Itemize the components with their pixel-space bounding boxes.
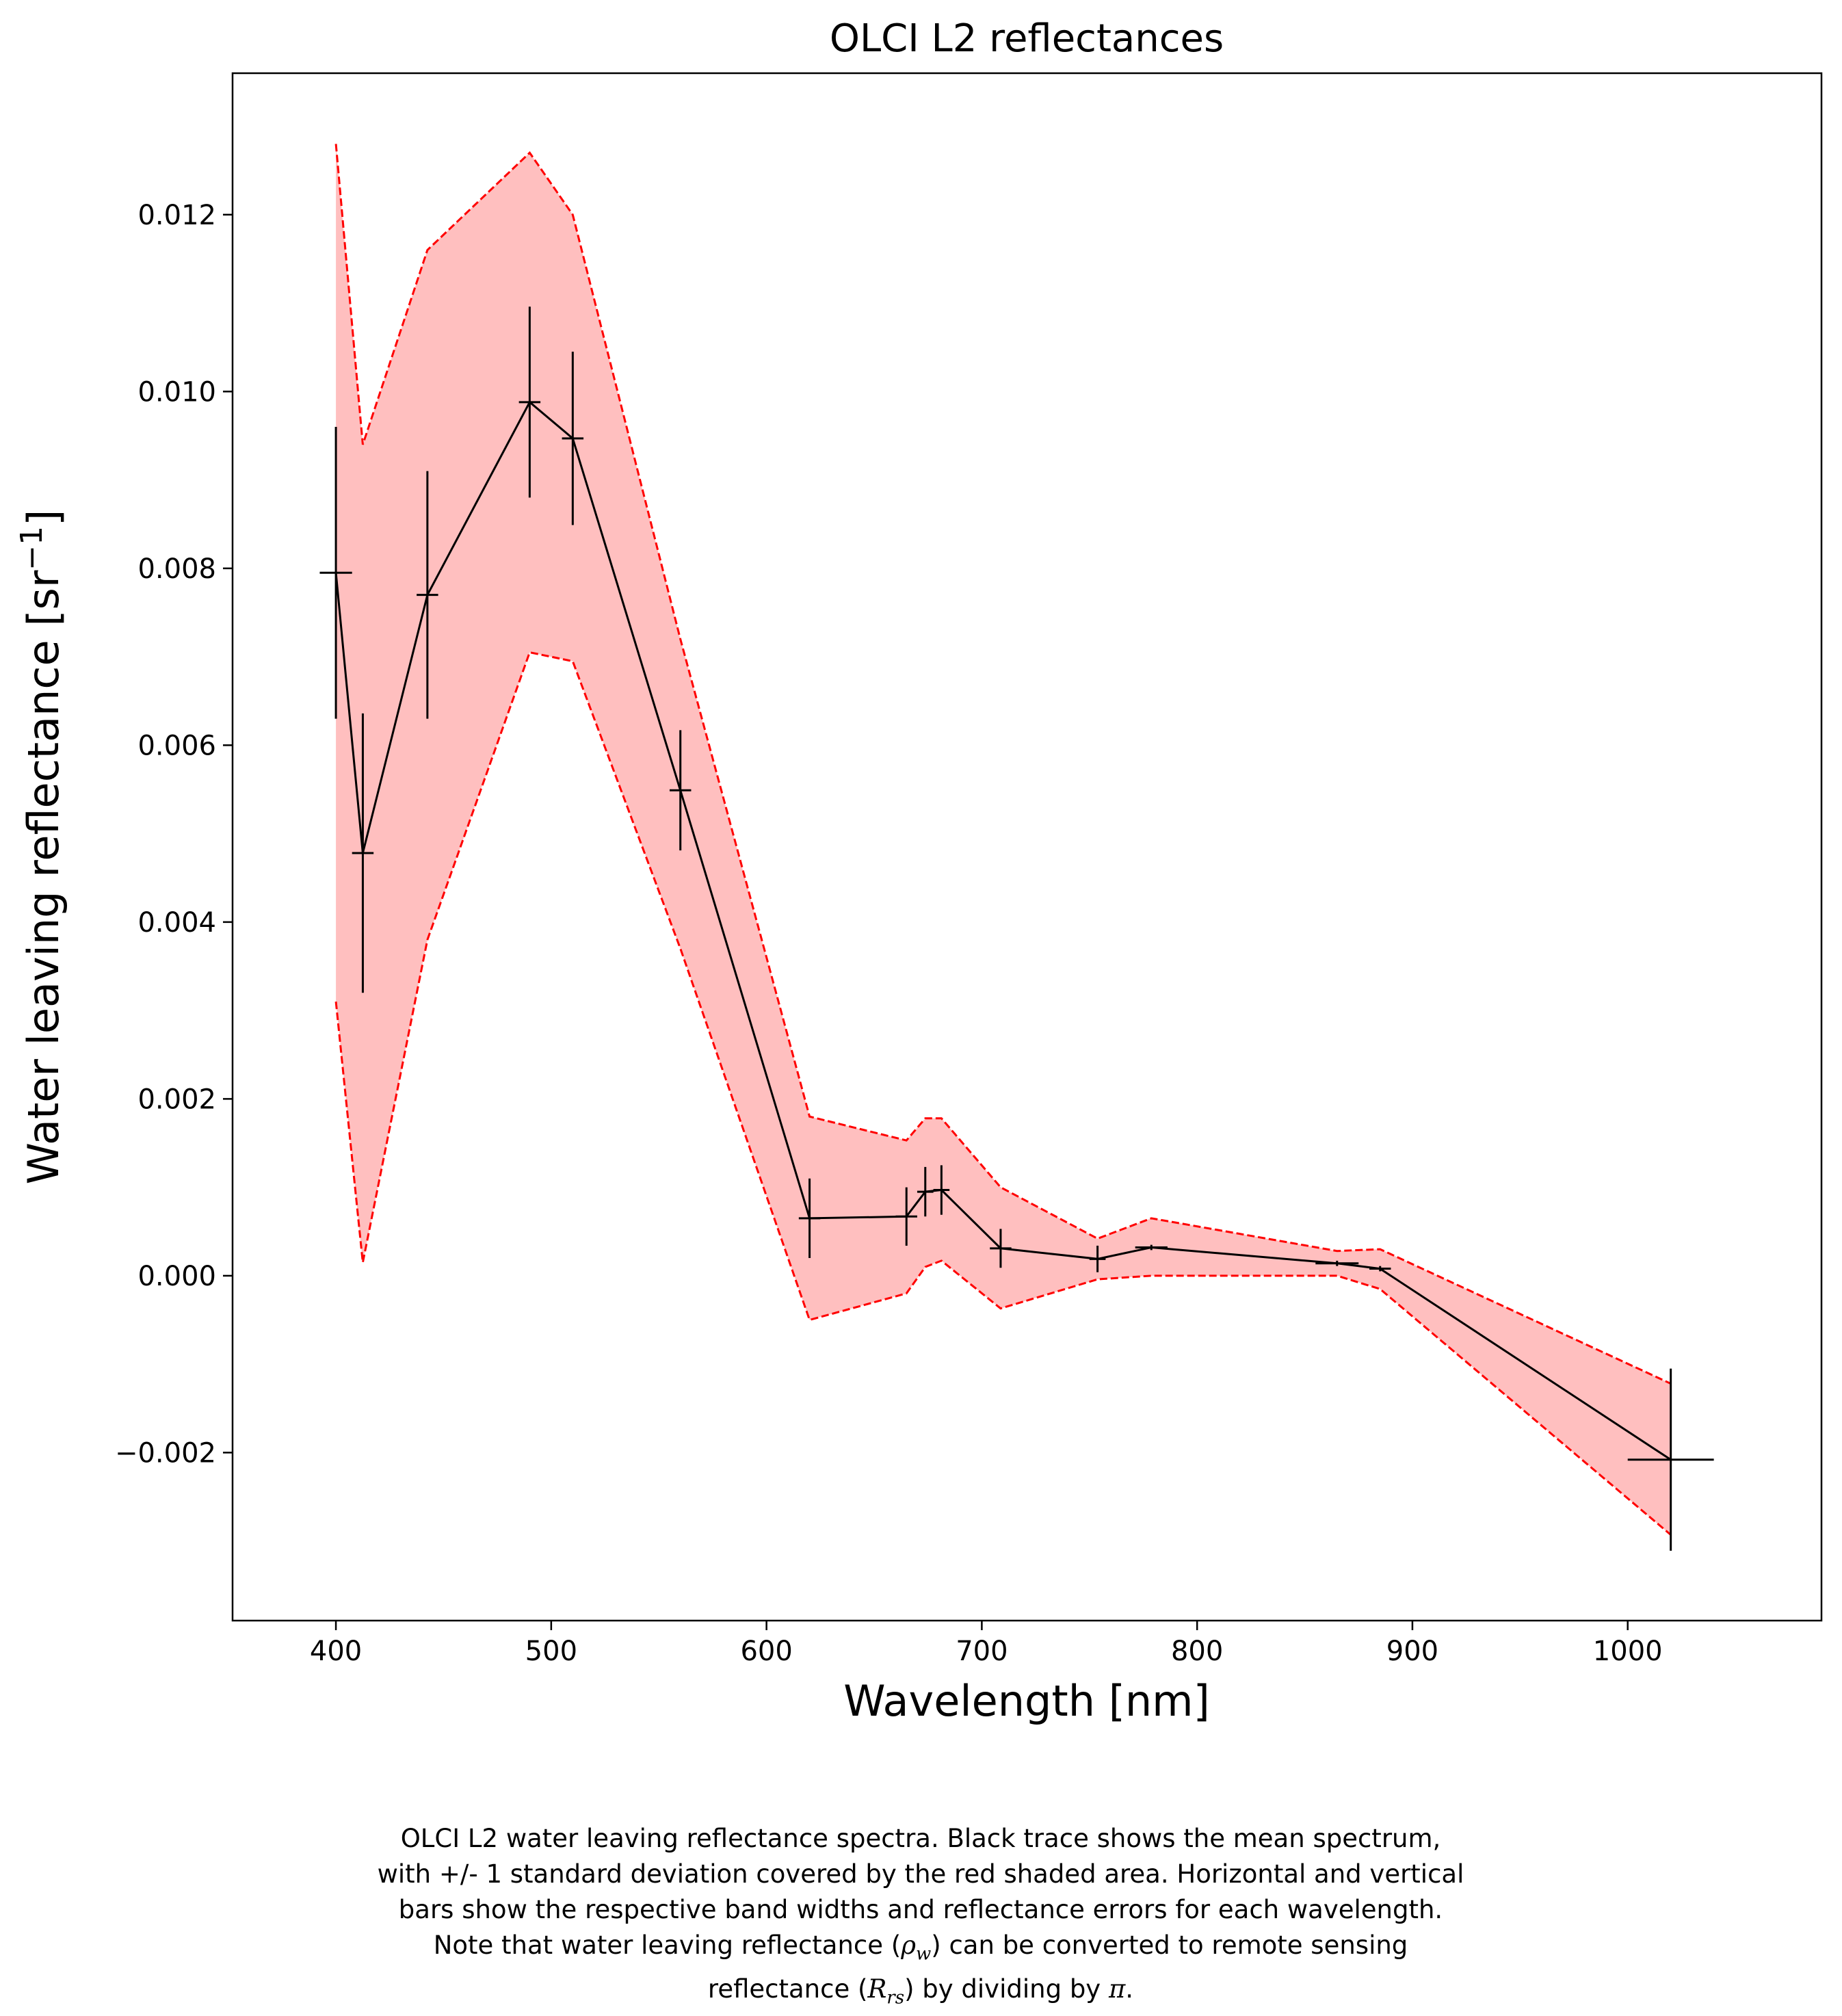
y-tick-label: 0.008 [137,553,216,585]
caption-line: Note that water leaving reflectance (ρw)… [433,1930,1408,1965]
x-tick-label: 700 [956,1636,1008,1667]
caption-line: with +/- 1 standard deviation covered by… [377,1859,1464,1889]
pi-symbol: π [1108,1974,1126,2004]
x-tick-label: 800 [1171,1636,1223,1667]
rho-symbol: ρw [901,1930,932,1965]
y-axis-label-close: ] [18,510,68,526]
rho-subscript: w [916,1943,932,1965]
x-tick-label: 900 [1386,1636,1438,1667]
y-tick-label: 0.012 [137,200,216,231]
figure-caption: OLCI L2 water leaving reflectance spectr… [237,1821,1605,2016]
y-tick-label: −0.002 [115,1437,216,1469]
y-tick-label: 0.010 [137,376,216,408]
chart-title: OLCI L2 reflectances [830,16,1224,61]
caption-line: OLCI L2 water leaving reflectance spectr… [400,1824,1441,1853]
axis-ticks: 400 500 600 700 800 900 1000 −0.002 0.000 0.002 0.… [115,200,1663,1667]
caption-line: reflectance (Rrs) by dividing by π. [707,1974,1134,2008]
y-axis-label-main: Water leaving reflectance [sr [18,570,68,1184]
y-tick-label: 0.000 [137,1261,216,1292]
caption-line: bars show the respective band widths and… [398,1895,1443,1924]
lower-std-line [334,651,1672,1536]
plot-area [319,144,1714,1551]
y-tick-label: 0.004 [137,907,216,939]
y-axis-label: Water leaving reflectance [sr−1] [14,510,68,1185]
y-axis-label-exponent: −1 [14,526,49,571]
r-subscript: rs [886,1987,905,2008]
x-axis-label: Wavelength [nm] [843,1676,1210,1726]
x-tick-label: 600 [740,1636,792,1667]
r-symbol: Rrs [867,1974,905,2008]
std-band-area [336,144,1671,1535]
mean-spectrum-line [334,400,1672,1461]
plot-frame [231,72,1823,1622]
x-tick-label: 400 [310,1636,362,1667]
x-tick-label: 1000 [1593,1636,1663,1667]
y-tick-label: 0.006 [137,730,216,761]
x-tick-label: 500 [525,1636,577,1667]
y-tick-label: 0.002 [137,1084,216,1115]
